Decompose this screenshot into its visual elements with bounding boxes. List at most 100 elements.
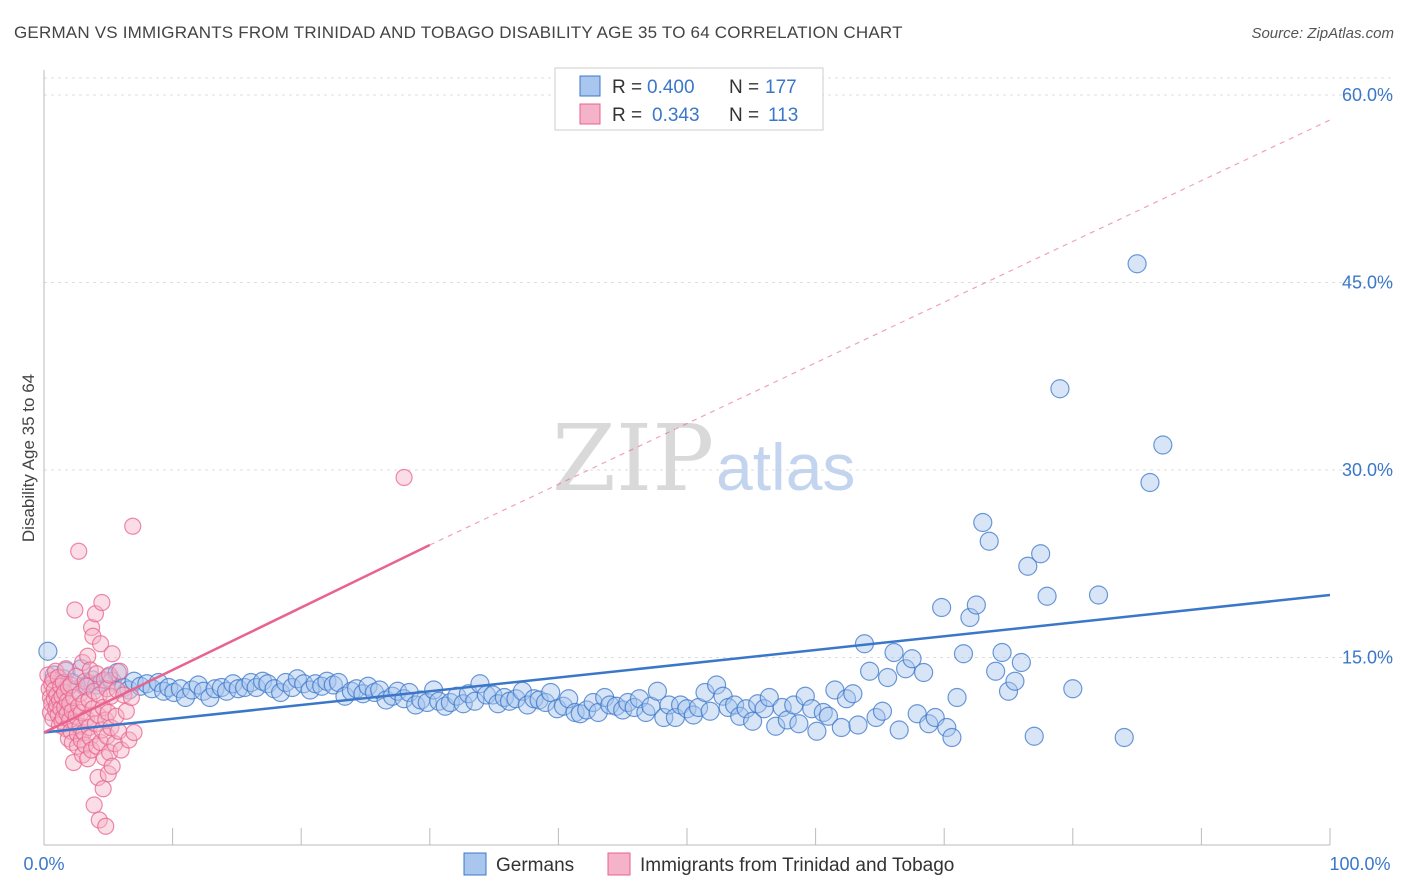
germans-point-175: [1114, 727, 1134, 748]
germans-point-133: [807, 721, 827, 741]
trinidad-tobago-point-112: [395, 468, 413, 487]
germans-point-176: [1127, 254, 1147, 274]
legend-r-value-1: 0.400: [647, 77, 695, 98]
germans-point-168: [1018, 556, 1038, 576]
germans-point-134: [813, 702, 833, 723]
germans-point-137: [831, 717, 851, 738]
trinidad-tobago-point-66: [82, 618, 101, 637]
trinidad-tobago-point-89: [97, 817, 115, 835]
germans-point-36: [235, 677, 255, 698]
legend-n-label-1: N =: [729, 77, 759, 98]
germans-point-170: [1031, 544, 1051, 564]
watermark-atlas: atlas: [716, 430, 855, 504]
y-axis-tick-labels: 15.0% 30.0% 45.0% 60.0%: [1342, 85, 1393, 668]
trinidad-tobago-point-63: [80, 691, 98, 709]
legend-swatch-trinidad-tobago: [579, 103, 601, 125]
germans-point-125: [759, 687, 779, 708]
legend-n-value-2: 113: [768, 105, 798, 126]
germans-point-75: [465, 691, 485, 711]
legend-n-label-2: N =: [729, 105, 759, 126]
germans-point-177: [1140, 472, 1160, 493]
trinidad-tobago-point-82: [93, 593, 111, 612]
germans-point-47: [300, 680, 320, 700]
trinidad-tobago-point-104: [111, 662, 129, 680]
germans-point-88: [541, 682, 561, 703]
germans-point-131: [795, 686, 815, 706]
germans-point-154: [932, 597, 952, 618]
germans-trend-line: [43, 593, 1331, 734]
y-tick-label-15: 15.0%: [1342, 648, 1393, 668]
trinidad-tobago-point-99: [103, 757, 121, 775]
germans-point-163: [986, 661, 1006, 681]
y-tick-label-30: 30.0%: [1342, 460, 1393, 480]
germans-point-158: [953, 644, 974, 664]
germans-point-73: [453, 694, 473, 714]
trinidad-tobago-point-94: [100, 666, 119, 684]
bottom-legend-label-germans: Germans: [496, 855, 574, 876]
germans-point-145: [878, 667, 898, 688]
y-axis-label: Disability Age 35 to 64: [19, 374, 38, 542]
legend-r-label-1: R =: [612, 77, 642, 98]
x-tick-label-min: 0.0%: [23, 854, 64, 874]
trinidad-tobago-point-110: [124, 517, 142, 535]
trinidad-tobago-point-77: [89, 768, 107, 787]
bottom-legend-label-trinidad-tobago: Immigrants from Trinidad and Tobago: [640, 855, 954, 876]
germans-point-142: [860, 661, 880, 681]
germans-point-140: [848, 715, 868, 735]
trinidad-tobago-point-80: [91, 635, 110, 653]
germans-point-164: [992, 642, 1012, 663]
germans-point-108: [659, 695, 679, 715]
germans-point-39: [253, 671, 273, 691]
grid-lines: [44, 77, 1394, 658]
germans-point-160: [966, 595, 986, 615]
germans-point-101: [618, 692, 638, 713]
trinidad-tobago-point-43: [67, 667, 85, 685]
trend-lines: [43, 119, 1331, 734]
trinidad-tobago-point-79: [90, 811, 108, 829]
germans-point-55: [346, 679, 367, 699]
x-tick-label-max: 100.0%: [1329, 854, 1390, 874]
germans-point-115: [700, 701, 720, 721]
germans-point-156: [942, 727, 962, 748]
germans-point-148: [896, 659, 916, 679]
germans-point-155: [937, 717, 957, 738]
series-trinidad-tobago: [39, 468, 413, 835]
germans-point-130: [789, 714, 809, 734]
germans-point-165: [998, 681, 1019, 701]
trinidad-tobago-point-111: [125, 723, 143, 742]
germans-point-22: [153, 681, 174, 701]
bottom-legend-swatch-germans: [463, 852, 487, 876]
germans-point-119: [724, 695, 745, 715]
germans-point-120: [730, 706, 750, 726]
germans-point-122: [742, 711, 763, 731]
legend-r-value-2: 0.343: [652, 105, 700, 126]
trinidad-tobago-point-40: [66, 601, 84, 619]
germans-point-127: [772, 697, 792, 718]
germans-point-42: [271, 682, 291, 703]
germans-point-0: [38, 641, 58, 661]
germans-point-114: [695, 682, 715, 703]
legend-swatch-germans: [579, 75, 601, 97]
trinidad-tobago-trend-line: [43, 543, 431, 734]
y-tick-label-45: 45.0%: [1342, 273, 1393, 293]
legend-box: R = 0.400 N = 177 R = 0.343 N = 113: [554, 67, 824, 131]
germans-point-174: [1088, 585, 1109, 605]
y-tick-label-60: 60.0%: [1342, 85, 1393, 105]
trinidad-tobago-point-60: [79, 647, 97, 665]
germans-point-31: [205, 679, 225, 699]
germans-point-146: [884, 642, 904, 663]
trinidad-tobago-trend-extension: [429, 119, 1331, 546]
germans-point-159: [960, 607, 980, 628]
germans-point-151: [914, 662, 934, 683]
germans-point-94: [577, 700, 597, 720]
germans-point-106: [647, 681, 668, 701]
trinidad-tobago-point-85: [94, 780, 112, 798]
germans-point-166: [1005, 671, 1025, 691]
germans-point-139: [843, 684, 863, 704]
germans-point-116: [706, 675, 727, 695]
germans-point-169: [1024, 726, 1044, 746]
trinidad-tobago-point-61: [79, 750, 97, 768]
germans-point-104: [636, 702, 656, 723]
germans-point-126: [766, 716, 786, 736]
